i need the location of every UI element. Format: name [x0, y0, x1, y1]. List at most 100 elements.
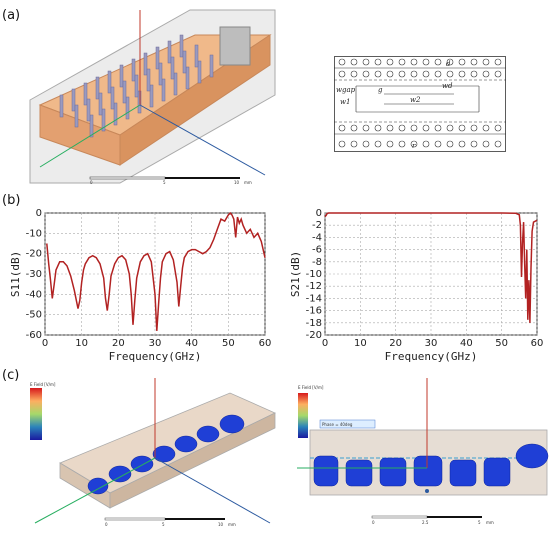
schematic-via — [386, 70, 394, 78]
schematic-via — [446, 140, 454, 148]
y-axis — [139, 104, 266, 176]
x-tick-label: 0 — [322, 338, 328, 349]
label-w1: w1 — [340, 98, 350, 106]
schematic-via — [446, 124, 454, 132]
copper-side-face — [119, 34, 271, 166]
sif-schematic: wgap g w1 w2 wd d r — [334, 56, 506, 152]
schematic-via — [386, 124, 394, 132]
field-plot-left: E Field [V/m] 0 5 10 mm — [30, 378, 276, 527]
scale-unit-cl: mm — [228, 522, 236, 527]
x-tick-label: 40 — [460, 338, 473, 349]
schematic-via — [374, 70, 382, 78]
x-axis-label: Frequency(GHz) — [109, 350, 202, 363]
schematic-via — [398, 70, 406, 78]
y-tick-label: 0 — [316, 208, 322, 219]
schematic-via — [458, 58, 466, 66]
y-tick-label: -30 — [26, 269, 42, 280]
schematic-via — [410, 58, 418, 66]
schematic-via — [446, 70, 454, 78]
scale-tick-cl-10: 10 — [218, 522, 224, 527]
schematic-via — [338, 140, 346, 148]
x-tick-label: 50 — [495, 338, 508, 349]
y-tick-label: -14 — [306, 293, 322, 304]
scale-tick-cl-5: 5 — [162, 522, 165, 527]
schematic-via — [374, 140, 382, 148]
schematic-via — [434, 70, 442, 78]
schematic-via — [494, 140, 502, 148]
schematic-via — [482, 70, 490, 78]
field-legend-title-right: E Field [V/m] — [298, 385, 324, 390]
field-plot-right: E Field [V/m] Phase = 40deg 0 2.5 5 mm — [297, 378, 549, 525]
schematic-via — [470, 58, 478, 66]
y-tick-label: -20 — [26, 249, 42, 260]
schematic-via — [434, 58, 442, 66]
s21-chart: 0 10 20 30 40 50 600-2-4-6-8-10-12-14-16-18-20… — [289, 208, 544, 363]
schematic-via — [338, 124, 346, 132]
scale-tick-cr-0: 0 — [372, 520, 375, 525]
schematic-via — [482, 140, 490, 148]
series-line — [46, 211, 266, 331]
schematic-via — [494, 124, 502, 132]
phase-box — [319, 419, 376, 429]
schematic-via — [362, 124, 370, 132]
label-g: g — [378, 86, 383, 94]
schematic-via — [422, 124, 430, 132]
schematic-via — [446, 58, 454, 66]
label-wgap: wgap — [336, 86, 356, 94]
y-tick-label: -6 — [312, 245, 322, 256]
y-axis-label: S21(dB) — [289, 251, 302, 297]
schematic-via — [410, 70, 418, 78]
x-tick-label: 0 — [42, 338, 48, 349]
scale-tick-a-0: 0 — [90, 180, 93, 185]
port-block — [219, 26, 251, 66]
phase-label: Phase = 40deg — [322, 422, 353, 427]
schematic-via — [422, 58, 430, 66]
scale-tick-cl-0: 0 — [105, 522, 108, 527]
panel-label-b: (b) — [2, 193, 21, 208]
schematic-via — [458, 124, 466, 132]
y-tick-label: 0 — [36, 208, 42, 219]
schematic-via — [482, 58, 490, 66]
y-tick-label: -50 — [26, 310, 42, 321]
panel-label-a: (a) — [2, 8, 21, 23]
scale-tick-a-10: 10 — [234, 180, 240, 185]
scale-unit-cr: mm — [486, 520, 494, 525]
schematic-via — [362, 140, 370, 148]
sif-3d-model: 0 5 10 mm — [29, 9, 276, 185]
label-wd: wd — [442, 82, 453, 90]
x-axis — [39, 104, 141, 168]
label-w2: w2 — [410, 96, 421, 104]
scale-tick-cr-2.5: 2.5 — [422, 520, 429, 525]
y-tick-label: -16 — [306, 306, 322, 317]
panel-label-c: (c) — [2, 368, 20, 383]
scale-bar-a-right — [165, 177, 240, 179]
x-tick-label: 50 — [222, 338, 235, 349]
schematic-via — [470, 124, 478, 132]
schematic-via — [350, 70, 358, 78]
schematic-via — [350, 124, 358, 132]
schematic-via — [386, 140, 394, 148]
x-tick-label: 10 — [75, 338, 88, 349]
x-tick-label: 20 — [389, 338, 402, 349]
x-tick-label: 60 — [531, 338, 544, 349]
y-tick-label: -18 — [306, 318, 322, 329]
schematic-via — [374, 124, 382, 132]
schematic-via — [434, 124, 442, 132]
schematic-via — [338, 70, 346, 78]
schematic-via — [398, 124, 406, 132]
field-colorbar-right — [298, 393, 308, 438]
schematic-via — [398, 140, 406, 148]
x-tick-label: 10 — [354, 338, 367, 349]
via-rows — [59, 34, 214, 138]
x-tick-label: 60 — [259, 338, 272, 349]
x-tick-label: 40 — [185, 338, 198, 349]
scale-unit-a: mm — [244, 180, 252, 185]
y-tick-label: -8 — [312, 257, 322, 268]
y-axis-label: S11(dB) — [9, 251, 22, 297]
schematic-via — [482, 124, 490, 132]
y-tick-label: -40 — [26, 289, 42, 300]
schematic-via — [494, 70, 502, 78]
y-tick-label: -4 — [312, 232, 322, 243]
y-tick-label: -10 — [306, 269, 322, 280]
x-tick-label: 20 — [112, 338, 125, 349]
